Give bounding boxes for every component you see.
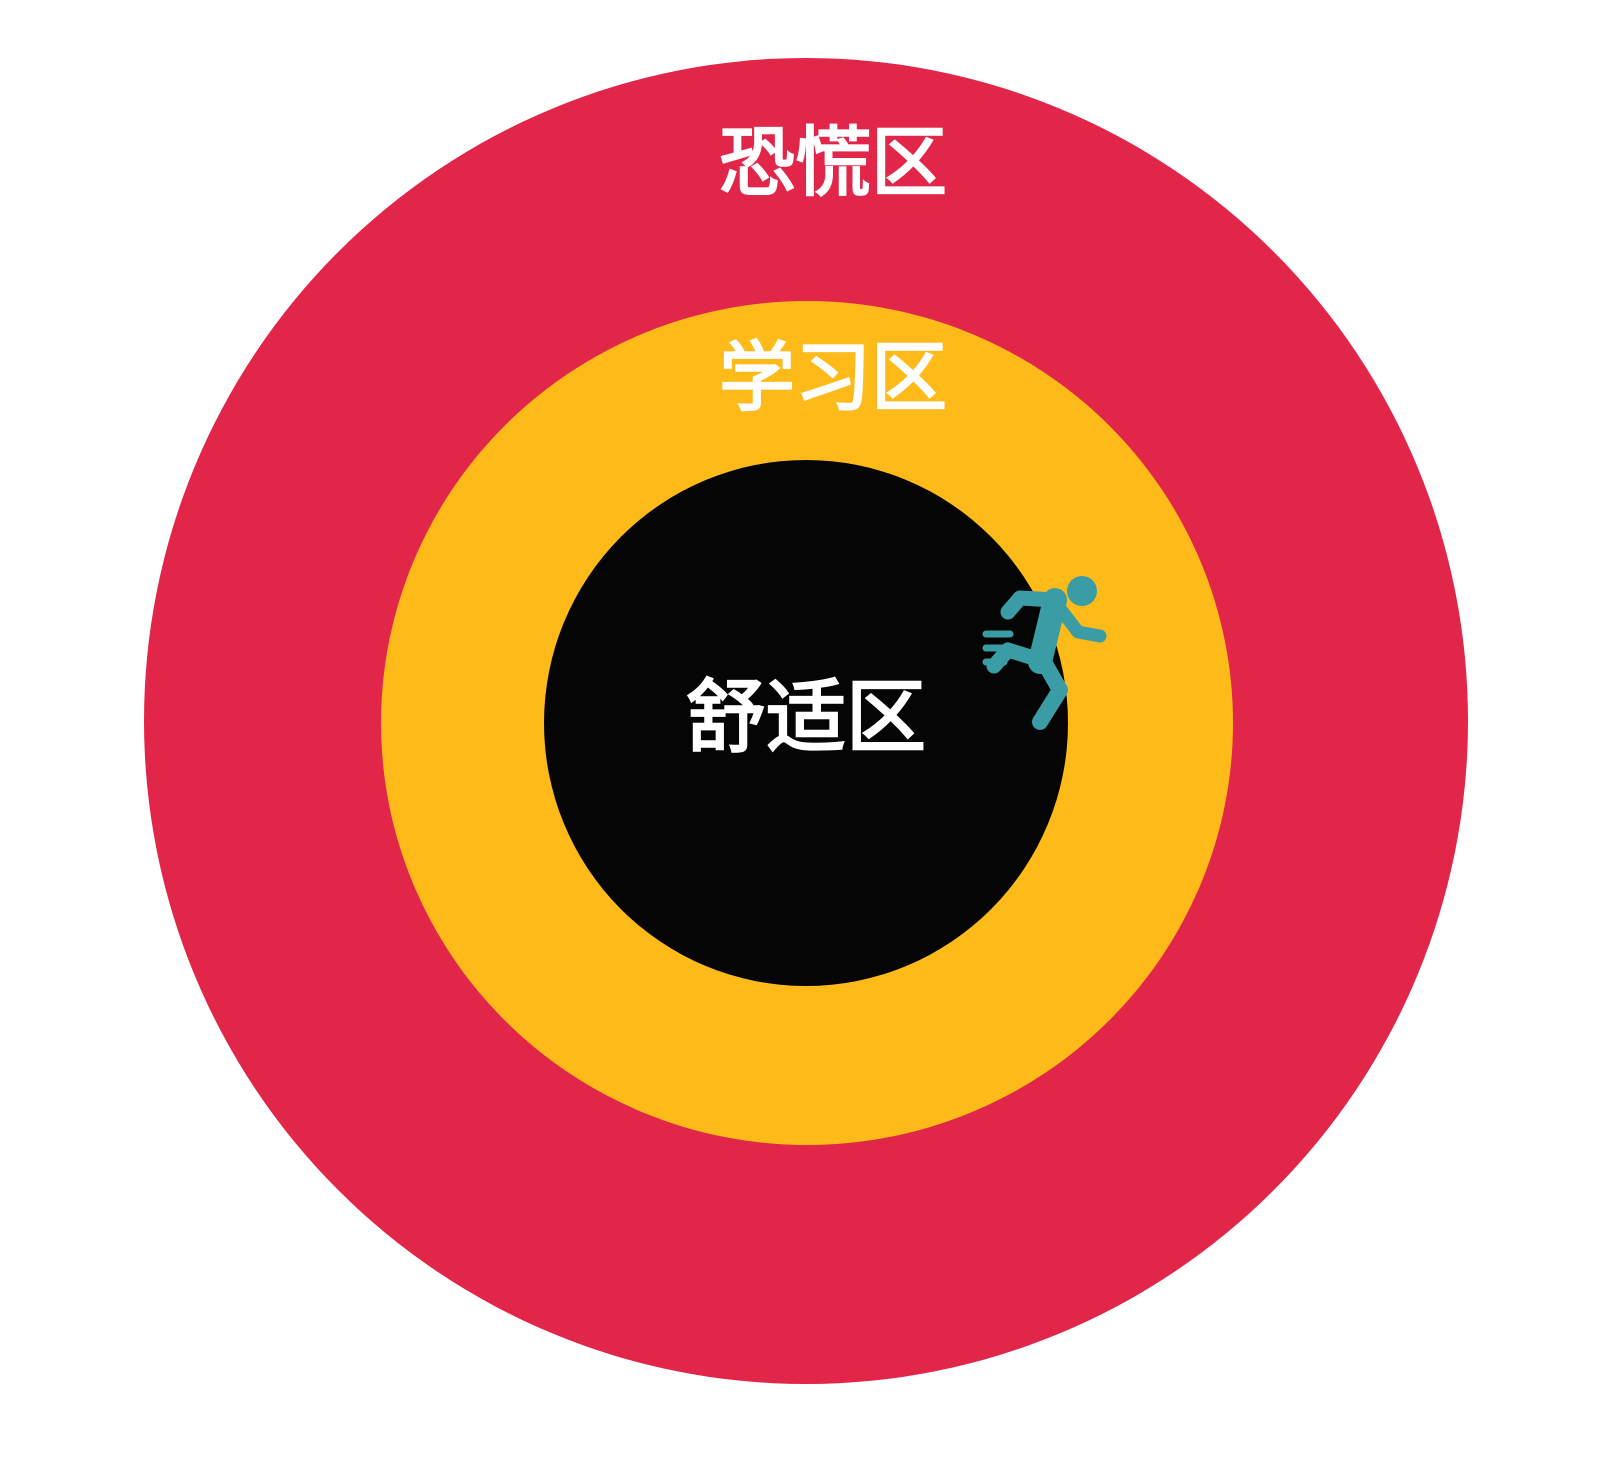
running-person-icon [982,576,1107,730]
panic-zone-label: 恐慌区 [719,118,947,207]
comfort-zone-core [544,460,1068,986]
learning-zone-label: 学习区 [719,333,947,422]
comfort-zone-label: 舒适区 [686,671,926,764]
